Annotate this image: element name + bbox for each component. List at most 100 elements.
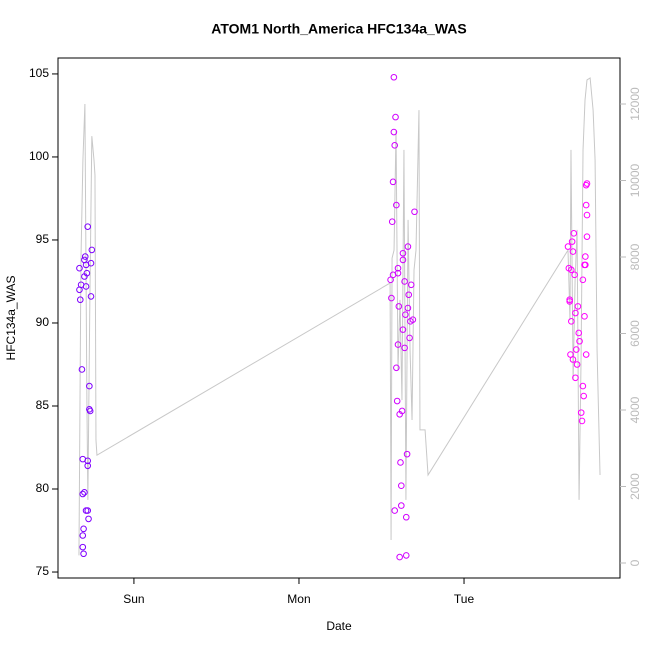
- point: [411, 208, 418, 216]
- point: [568, 266, 575, 274]
- y-axis-label: HFC134a_WAS: [4, 276, 18, 361]
- point: [572, 346, 580, 353]
- point: [569, 356, 577, 363]
- y2-tick-label: 0: [628, 559, 642, 566]
- point: [393, 364, 400, 372]
- point: [399, 256, 407, 264]
- y-tick-label: 105: [29, 66, 49, 80]
- point: [85, 515, 92, 523]
- point: [81, 253, 89, 260]
- point: [393, 201, 400, 209]
- point: [76, 264, 83, 272]
- y-tick-label: 95: [36, 232, 50, 246]
- point: [392, 113, 399, 121]
- point: [403, 450, 411, 458]
- point: [579, 382, 587, 390]
- y-tick-label: 90: [36, 315, 50, 329]
- point: [577, 409, 585, 416]
- point: [84, 223, 92, 230]
- point: [398, 482, 405, 489]
- point: [84, 457, 92, 465]
- y2-tick-label: 2000: [628, 473, 642, 500]
- chart-title: ATOM1 North_America HFC134a_WAS: [211, 21, 466, 37]
- y2-tick-label: 10000: [628, 164, 642, 198]
- point: [582, 253, 589, 260]
- point: [390, 73, 398, 81]
- point: [583, 180, 591, 187]
- point: [398, 502, 405, 509]
- point: [88, 246, 96, 254]
- y-tick-label: 80: [36, 481, 50, 495]
- point: [87, 293, 95, 300]
- point: [388, 218, 396, 226]
- point: [87, 259, 95, 267]
- point: [79, 532, 87, 539]
- point: [579, 276, 587, 284]
- point: [402, 552, 410, 559]
- y2-tick-label: 8000: [628, 243, 642, 270]
- point: [396, 553, 403, 561]
- point: [580, 392, 587, 400]
- point: [576, 337, 583, 345]
- point: [406, 334, 413, 342]
- point: [397, 459, 404, 466]
- y2-tick-label: 6000: [628, 320, 642, 347]
- point: [399, 326, 407, 333]
- point: [80, 525, 87, 533]
- point: [83, 269, 91, 277]
- plot-box: [57, 57, 621, 579]
- y2-tick-label: 4000: [628, 396, 642, 423]
- point: [581, 313, 588, 320]
- point: [409, 316, 417, 323]
- point: [564, 243, 572, 250]
- x-tick-label: Sun: [123, 592, 144, 606]
- point: [389, 271, 397, 279]
- point: [388, 294, 395, 302]
- point: [404, 243, 412, 250]
- y-tick-label: 75: [36, 564, 50, 578]
- point: [390, 128, 398, 136]
- point: [82, 283, 90, 290]
- point: [569, 248, 577, 255]
- point: [79, 490, 87, 498]
- point: [571, 271, 578, 279]
- point: [582, 201, 590, 209]
- point: [82, 507, 90, 514]
- y-tick-label: 100: [29, 149, 49, 163]
- point: [86, 407, 94, 415]
- point: [583, 233, 591, 240]
- y-tick-label: 85: [36, 398, 50, 412]
- point: [566, 298, 573, 305]
- point: [84, 462, 92, 470]
- point: [81, 489, 88, 496]
- x-tick-label: Mon: [287, 592, 310, 606]
- point: [78, 366, 86, 373]
- point: [583, 211, 591, 219]
- point: [568, 238, 576, 245]
- point: [394, 264, 402, 272]
- point: [405, 291, 413, 299]
- point: [574, 303, 582, 310]
- point: [86, 382, 93, 390]
- point: [404, 304, 412, 312]
- x-axis-label: Date: [326, 619, 352, 633]
- point: [572, 374, 579, 382]
- point: [568, 318, 575, 325]
- point: [394, 341, 402, 348]
- point: [395, 303, 403, 310]
- point: [389, 178, 397, 186]
- point: [402, 311, 409, 318]
- point: [581, 261, 588, 269]
- point: [570, 230, 578, 237]
- point: [573, 361, 581, 368]
- point: [575, 329, 583, 337]
- point: [578, 417, 586, 425]
- point: [399, 249, 407, 257]
- point: [393, 397, 401, 405]
- point: [76, 296, 84, 304]
- point: [407, 281, 415, 289]
- point: [391, 142, 399, 149]
- point: [80, 550, 87, 558]
- point: [572, 309, 579, 317]
- x-tick-label: Tue: [454, 592, 475, 606]
